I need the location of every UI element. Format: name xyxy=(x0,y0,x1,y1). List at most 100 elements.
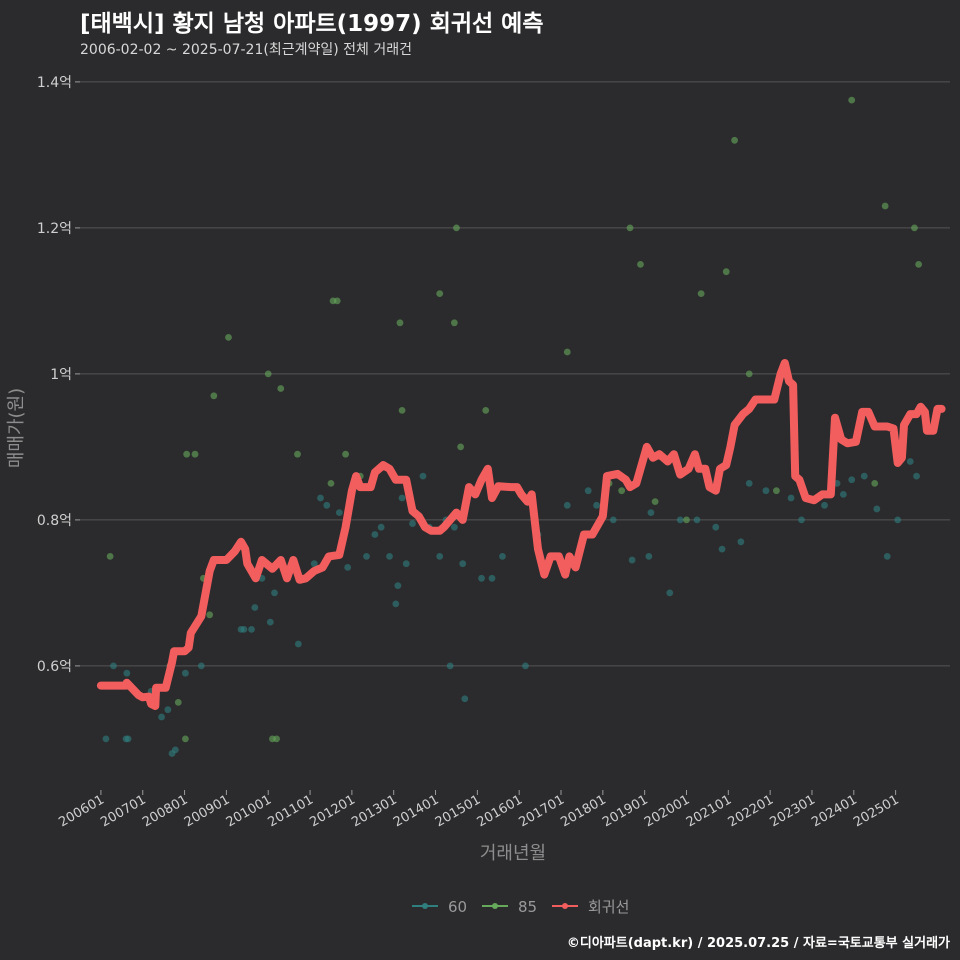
point-60-24 xyxy=(335,509,343,516)
y-tick-label: 0.6억 xyxy=(37,659,72,675)
point-85-13 xyxy=(273,735,280,743)
point-60-60 xyxy=(737,538,745,546)
point-85-34 xyxy=(683,516,690,524)
point-85-22 xyxy=(398,407,406,414)
point-85-8 xyxy=(210,392,218,400)
point-60-27 xyxy=(371,531,379,538)
x-tick-label: 201501 xyxy=(433,792,483,830)
y-tick-label: 0.8억 xyxy=(37,513,72,529)
regression-line xyxy=(96,359,946,710)
gridlines xyxy=(80,81,950,667)
point-85-2 xyxy=(174,699,182,706)
point-60-1 xyxy=(110,662,117,670)
point-85-21 xyxy=(396,319,404,327)
point-60-48 xyxy=(563,501,571,509)
x-tick-label: 201801 xyxy=(558,792,608,830)
point-60-34 xyxy=(409,520,416,527)
point-60-26 xyxy=(363,553,370,560)
y-tick-label: 1.2억 xyxy=(37,221,72,237)
point-85-3 xyxy=(182,735,189,743)
point-60-6 xyxy=(158,713,165,721)
x-tick-label: 202301 xyxy=(767,792,817,830)
point-60-62 xyxy=(762,487,770,495)
point-60-10 xyxy=(182,669,189,677)
point-60-55 xyxy=(666,589,674,597)
point-85-0 xyxy=(106,553,114,560)
legend-label: 회귀선 xyxy=(588,898,629,916)
scatter-points xyxy=(102,96,923,757)
point-85-40 xyxy=(848,96,856,104)
point-60-44 xyxy=(488,574,496,582)
point-60-0 xyxy=(102,735,110,743)
point-60-49 xyxy=(584,487,592,495)
point-60-39 xyxy=(446,662,454,670)
x-tick-label: 202001 xyxy=(642,792,692,830)
point-60-68 xyxy=(848,476,856,484)
point-60-20 xyxy=(294,640,302,648)
point-85-26 xyxy=(457,443,465,451)
x-tick-label: 201901 xyxy=(600,792,650,830)
point-60-45 xyxy=(499,553,506,560)
point-60-21 xyxy=(310,560,318,568)
point-85-14 xyxy=(277,385,285,392)
point-60-51 xyxy=(609,516,617,524)
point-60-54 xyxy=(647,509,655,516)
point-60-40 xyxy=(450,523,458,531)
point-60-52 xyxy=(628,556,636,564)
point-85-5 xyxy=(191,450,199,458)
point-60-31 xyxy=(394,582,402,589)
point-60-58 xyxy=(712,523,720,531)
legend-label: 60 xyxy=(448,898,467,916)
point-60-18 xyxy=(271,589,278,597)
x-tick-label: 202201 xyxy=(726,792,776,830)
chart-title: [태백시] 황지 남청 아파트(1997) 회귀선 예측 xyxy=(80,11,544,37)
point-60-9 xyxy=(171,746,179,754)
point-85-44 xyxy=(915,261,923,268)
point-60-70 xyxy=(873,505,881,513)
x-tick-label: 201701 xyxy=(517,792,567,830)
x-tick-label: 201301 xyxy=(349,792,399,830)
point-60-69 xyxy=(860,472,868,480)
x-tick-label: 201401 xyxy=(391,792,441,830)
point-60-43 xyxy=(478,574,485,582)
point-85-24 xyxy=(450,319,458,327)
point-85-4 xyxy=(183,450,191,458)
x-axis: 2006012007012008012009012010012011012012… xyxy=(56,790,902,830)
point-85-23 xyxy=(436,290,444,297)
y-tick-label: 1.4억 xyxy=(37,75,72,91)
point-60-35 xyxy=(419,472,427,480)
point-60-33 xyxy=(402,560,410,568)
point-85-16 xyxy=(327,480,335,487)
point-60-67 xyxy=(839,490,847,498)
x-tick-label: 201101 xyxy=(266,792,316,830)
point-85-9 xyxy=(225,334,232,341)
x-tick-label: 201601 xyxy=(475,792,525,830)
point-85-33 xyxy=(651,498,659,506)
point-60-22 xyxy=(317,494,324,502)
point-85-41 xyxy=(871,480,879,487)
point-85-30 xyxy=(618,487,626,495)
y-axis-title: 매매가(원) xyxy=(6,388,27,468)
point-60-29 xyxy=(386,553,393,560)
point-85-15 xyxy=(294,450,301,458)
x-tick-label: 200701 xyxy=(98,792,148,830)
point-60-57 xyxy=(693,516,701,524)
point-60-25 xyxy=(344,563,352,571)
point-60-7 xyxy=(164,706,172,714)
point-60-72 xyxy=(906,458,914,465)
point-85-39 xyxy=(773,487,780,495)
legend-label: 85 xyxy=(518,898,537,916)
point-60-32 xyxy=(398,494,406,502)
point-85-11 xyxy=(264,370,272,378)
point-85-42 xyxy=(881,202,889,210)
point-60-42 xyxy=(461,695,469,703)
point-60-3 xyxy=(124,735,132,743)
point-60-61 xyxy=(745,480,753,487)
x-tick-label: 201001 xyxy=(224,792,274,830)
point-60-11 xyxy=(197,662,205,670)
point-60-13 xyxy=(240,626,248,633)
point-60-14 xyxy=(248,626,255,633)
point-60-15 xyxy=(251,604,259,611)
x-tick-label: 200601 xyxy=(56,792,106,830)
